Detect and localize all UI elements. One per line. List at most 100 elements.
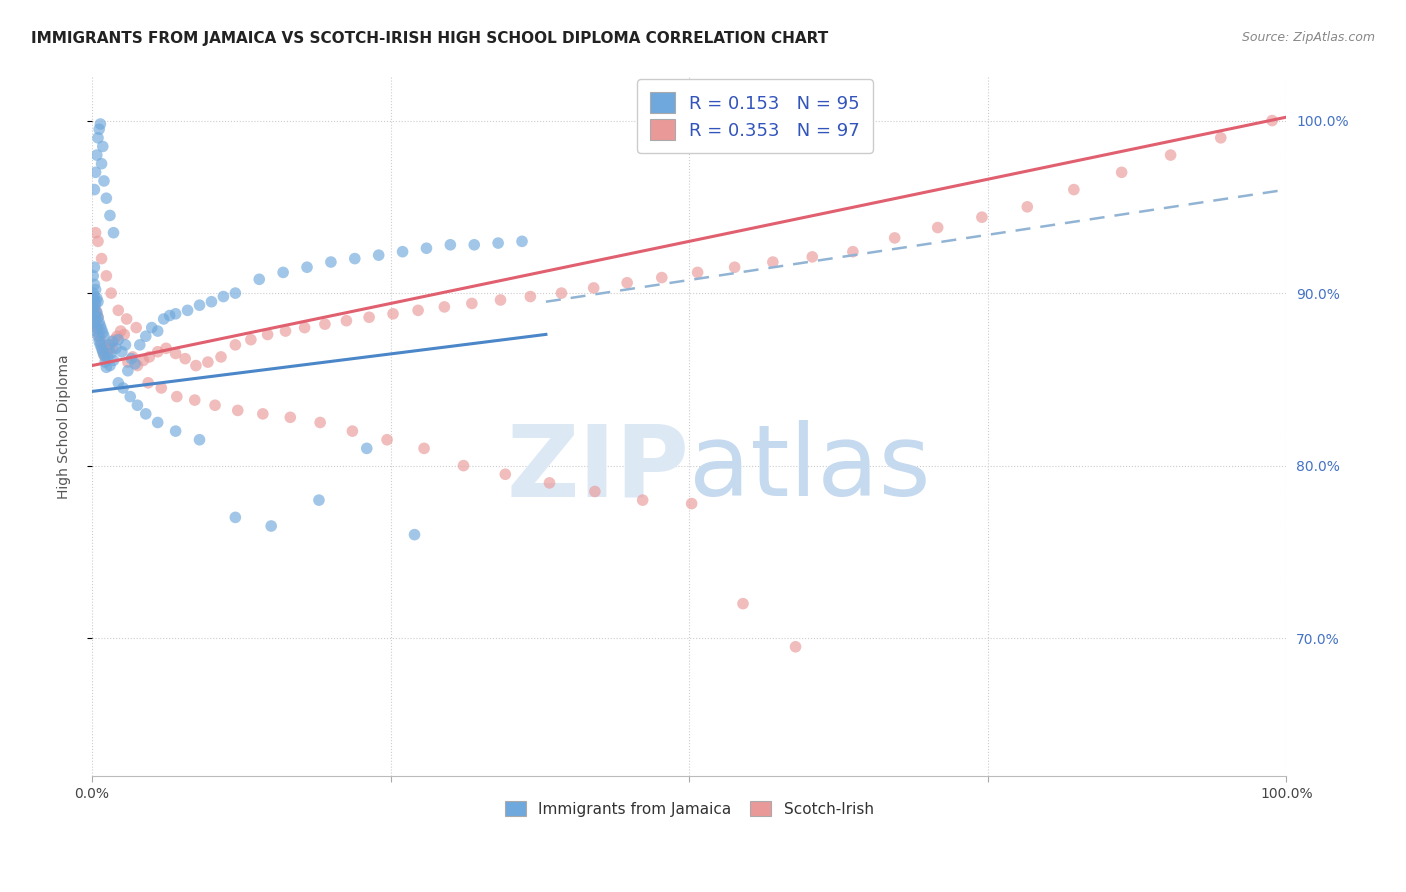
- Point: [112, 381, 135, 395]
- Point: [413, 442, 436, 456]
- Point: [731, 597, 754, 611]
- Point: [117, 364, 139, 378]
- Point: [404, 527, 426, 541]
- Point: [98, 209, 121, 223]
- Point: [89, 329, 111, 343]
- Point: [146, 344, 169, 359]
- Legend: Immigrants from Jamaica, Scotch-Irish: Immigrants from Jamaica, Scotch-Irish: [498, 793, 882, 824]
- Point: [128, 338, 150, 352]
- Point: [406, 303, 429, 318]
- Point: [224, 510, 246, 524]
- Point: [90, 322, 112, 336]
- Point: [84, 303, 107, 318]
- Point: [125, 320, 148, 334]
- Point: [127, 398, 149, 412]
- Point: [84, 283, 107, 297]
- Point: [486, 235, 509, 250]
- Point: [91, 326, 114, 340]
- Point: [519, 289, 541, 303]
- Point: [87, 131, 110, 145]
- Point: [224, 286, 246, 301]
- Point: [309, 416, 332, 430]
- Point: [107, 303, 129, 318]
- Point: [97, 338, 120, 352]
- Point: [84, 309, 107, 323]
- Point: [89, 318, 111, 333]
- Point: [1160, 148, 1182, 162]
- Point: [226, 403, 249, 417]
- Point: [260, 519, 283, 533]
- Text: Source: ZipAtlas.com: Source: ZipAtlas.com: [1241, 31, 1375, 45]
- Point: [582, 281, 605, 295]
- Point: [94, 350, 117, 364]
- Point: [165, 346, 187, 360]
- Point: [314, 317, 336, 331]
- Point: [103, 226, 125, 240]
- Point: [93, 346, 115, 360]
- Point: [489, 293, 512, 307]
- Point: [319, 255, 342, 269]
- Point: [90, 157, 112, 171]
- Point: [132, 353, 155, 368]
- Point: [83, 289, 105, 303]
- Point: [367, 248, 389, 262]
- Point: [84, 324, 107, 338]
- Point: [343, 252, 366, 266]
- Point: [89, 315, 111, 329]
- Point: [104, 341, 127, 355]
- Point: [93, 329, 115, 343]
- Point: [86, 320, 108, 334]
- Point: [86, 148, 108, 162]
- Point: [651, 270, 673, 285]
- Point: [1111, 165, 1133, 179]
- Point: [762, 255, 785, 269]
- Point: [883, 231, 905, 245]
- Point: [82, 301, 104, 316]
- Point: [308, 493, 330, 508]
- Point: [271, 265, 294, 279]
- Point: [159, 309, 181, 323]
- Point: [124, 357, 146, 371]
- Point: [252, 407, 274, 421]
- Point: [87, 310, 110, 325]
- Point: [107, 333, 129, 347]
- Point: [209, 350, 232, 364]
- Point: [785, 640, 807, 654]
- Point: [135, 407, 157, 421]
- Point: [91, 139, 114, 153]
- Point: [204, 398, 226, 412]
- Point: [274, 324, 297, 338]
- Point: [212, 289, 235, 303]
- Point: [335, 314, 357, 328]
- Point: [87, 329, 110, 343]
- Point: [83, 309, 105, 323]
- Point: [100, 286, 122, 301]
- Point: [90, 341, 112, 355]
- Point: [461, 296, 484, 310]
- Text: IMMIGRANTS FROM JAMAICA VS SCOTCH-IRISH HIGH SCHOOL DIPLOMA CORRELATION CHART: IMMIGRANTS FROM JAMAICA VS SCOTCH-IRISH …: [31, 31, 828, 46]
- Point: [98, 359, 121, 373]
- Point: [82, 268, 104, 283]
- Point: [150, 381, 173, 395]
- Point: [89, 333, 111, 347]
- Point: [165, 424, 187, 438]
- Point: [616, 276, 638, 290]
- Point: [439, 237, 461, 252]
- Point: [146, 324, 169, 338]
- Point: [188, 298, 211, 312]
- Point: [86, 307, 108, 321]
- Point: [89, 117, 111, 131]
- Point: [723, 260, 745, 275]
- Point: [453, 458, 475, 473]
- Point: [101, 341, 124, 355]
- Point: [84, 165, 107, 179]
- Point: [433, 300, 456, 314]
- Point: [375, 433, 398, 447]
- Point: [155, 341, 177, 355]
- Point: [100, 346, 122, 360]
- Point: [359, 310, 381, 325]
- Point: [114, 338, 136, 352]
- Point: [166, 390, 188, 404]
- Y-axis label: High School Diploma: High School Diploma: [58, 354, 72, 500]
- Point: [391, 244, 413, 259]
